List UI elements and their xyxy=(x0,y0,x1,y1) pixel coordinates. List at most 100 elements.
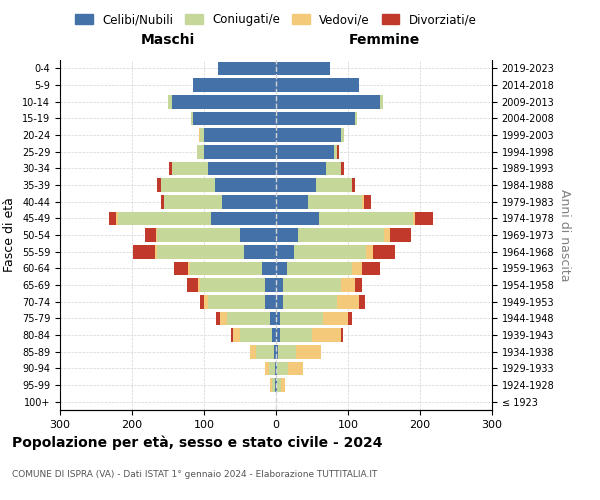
Bar xyxy=(216,312,220,325)
Bar xyxy=(323,312,348,325)
Bar xyxy=(277,362,288,375)
Bar xyxy=(197,145,204,158)
Bar xyxy=(276,178,316,192)
Bar xyxy=(262,262,276,275)
Bar xyxy=(276,245,294,258)
Bar xyxy=(294,245,366,258)
Y-axis label: Anni di nascita: Anni di nascita xyxy=(558,188,571,281)
Bar xyxy=(276,328,280,342)
Bar xyxy=(145,228,156,242)
Bar xyxy=(348,312,352,325)
Bar xyxy=(308,195,362,208)
Bar xyxy=(390,228,412,242)
Bar xyxy=(276,112,355,125)
Bar xyxy=(227,312,270,325)
Bar xyxy=(276,78,359,92)
Bar xyxy=(240,328,272,342)
Bar xyxy=(232,328,233,342)
Bar xyxy=(250,345,256,358)
Bar xyxy=(326,162,341,175)
Bar xyxy=(283,295,337,308)
Bar xyxy=(199,128,200,142)
Bar xyxy=(274,345,276,358)
Bar xyxy=(341,128,344,142)
Bar xyxy=(337,145,338,158)
Bar xyxy=(355,278,362,292)
Bar xyxy=(193,112,276,125)
Bar xyxy=(272,378,275,392)
Bar xyxy=(283,278,341,292)
Bar xyxy=(211,212,276,225)
Bar xyxy=(198,278,200,292)
Bar xyxy=(355,112,356,125)
Bar xyxy=(298,228,384,242)
Bar xyxy=(269,362,275,375)
Bar xyxy=(265,362,269,375)
Bar xyxy=(380,95,383,108)
Bar xyxy=(276,262,287,275)
Bar xyxy=(413,212,415,225)
Bar xyxy=(316,178,352,192)
Bar xyxy=(200,128,204,142)
Bar xyxy=(276,228,298,242)
Bar xyxy=(276,145,334,158)
Bar xyxy=(352,262,362,275)
Bar xyxy=(276,362,277,375)
Bar xyxy=(270,312,276,325)
Bar xyxy=(208,162,276,175)
Legend: Celibi/Nubili, Coniugati/e, Vedovi/e, Divorziati/e: Celibi/Nubili, Coniugati/e, Vedovi/e, Di… xyxy=(71,8,481,31)
Bar xyxy=(364,195,371,208)
Bar xyxy=(275,362,276,375)
Bar xyxy=(187,278,198,292)
Bar xyxy=(277,378,281,392)
Bar xyxy=(265,278,276,292)
Bar xyxy=(188,262,190,275)
Bar xyxy=(156,228,157,242)
Bar xyxy=(288,362,302,375)
Bar xyxy=(204,295,208,308)
Bar xyxy=(312,328,341,342)
Bar xyxy=(415,212,433,225)
Bar xyxy=(157,228,240,242)
Bar xyxy=(109,212,116,225)
Bar xyxy=(169,162,172,175)
Bar xyxy=(319,212,413,225)
Bar xyxy=(341,278,355,292)
Bar xyxy=(276,62,330,75)
Bar xyxy=(276,378,277,392)
Bar xyxy=(276,195,308,208)
Bar xyxy=(362,262,380,275)
Bar xyxy=(366,245,373,258)
Bar xyxy=(222,195,276,208)
Bar xyxy=(334,145,337,158)
Bar xyxy=(161,195,164,208)
Bar xyxy=(341,328,343,342)
Bar xyxy=(276,95,380,108)
Bar xyxy=(218,62,276,75)
Bar xyxy=(157,178,161,192)
Bar xyxy=(240,228,276,242)
Bar xyxy=(172,95,276,108)
Bar xyxy=(276,128,341,142)
Bar xyxy=(193,78,276,92)
Bar xyxy=(280,312,323,325)
Y-axis label: Fasce di età: Fasce di età xyxy=(4,198,16,272)
Bar xyxy=(208,295,265,308)
Bar xyxy=(155,245,157,258)
Bar xyxy=(200,278,265,292)
Bar xyxy=(296,345,322,358)
Bar xyxy=(276,345,278,358)
Bar xyxy=(373,245,395,258)
Bar xyxy=(190,262,262,275)
Bar xyxy=(215,178,276,192)
Bar xyxy=(157,245,244,258)
Bar xyxy=(256,345,274,358)
Bar xyxy=(272,328,276,342)
Text: Maschi: Maschi xyxy=(141,32,195,46)
Bar xyxy=(384,228,390,242)
Bar xyxy=(191,112,193,125)
Bar xyxy=(280,328,312,342)
Bar xyxy=(265,295,276,308)
Bar xyxy=(281,378,284,392)
Text: Femmine: Femmine xyxy=(349,32,419,46)
